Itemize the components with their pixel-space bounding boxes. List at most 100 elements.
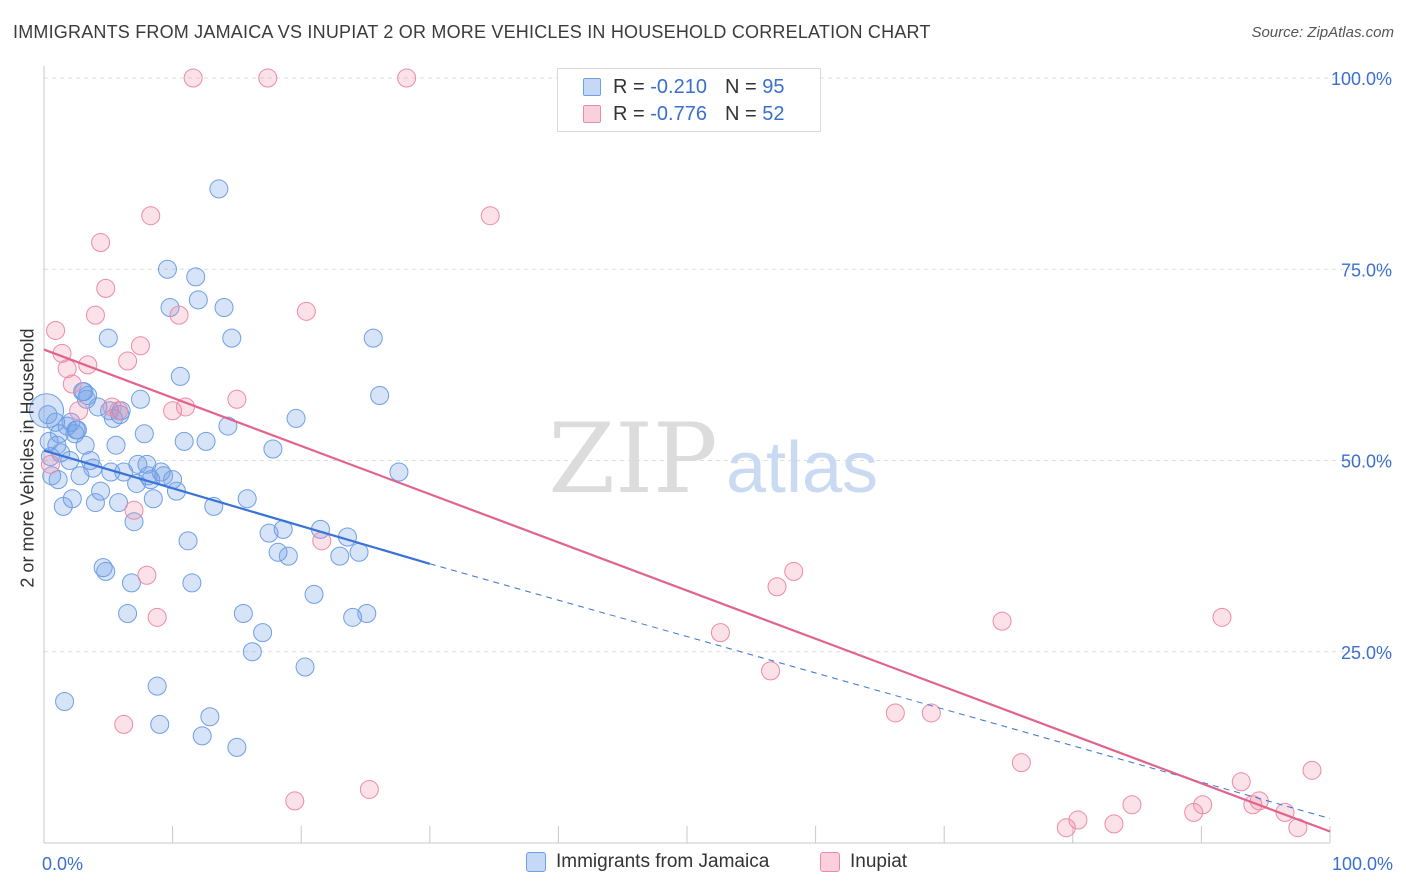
- data-points: [29, 68, 1322, 838]
- jamaica-point: [121, 573, 141, 593]
- inupiat-point: [124, 500, 144, 520]
- inupiat-point: [1068, 810, 1088, 830]
- y-axis-label: 2 or more Vehicles in Household: [17, 328, 38, 588]
- jamaica-point: [253, 623, 273, 643]
- y-tick-label: 75.0%: [1341, 260, 1392, 280]
- x-tick-label: 100.0%: [1332, 854, 1393, 874]
- jamaica-point: [96, 561, 116, 581]
- inupiat-point: [40, 454, 60, 474]
- x-tick-label: 0.0%: [42, 854, 83, 874]
- jamaica-point: [182, 573, 202, 593]
- jamaica-point: [304, 584, 324, 604]
- jamaica-point: [330, 546, 350, 566]
- jamaica-point: [389, 462, 409, 482]
- legend-row-inupiat: R = -0.776 N = 52: [583, 101, 784, 127]
- jamaica-point: [214, 298, 234, 317]
- inupiat-point: [137, 565, 157, 585]
- jamaica-trend-line: [43, 449, 431, 565]
- n-value: 52: [762, 102, 785, 125]
- n-value: 95: [762, 75, 785, 98]
- jamaica-point: [109, 493, 129, 513]
- inupiat-point: [296, 301, 316, 321]
- jamaica-point: [157, 259, 177, 279]
- inupiat-point: [397, 68, 417, 88]
- jamaica-point: [151, 462, 171, 482]
- jamaica-point: [259, 523, 279, 543]
- jamaica-trend-extension: [429, 563, 1331, 820]
- jamaica-point: [268, 542, 288, 562]
- inupiat-point: [183, 68, 203, 88]
- jamaica-point: [62, 489, 82, 509]
- inupiat-point: [1212, 607, 1232, 627]
- inupiat-point: [57, 359, 77, 379]
- legend-label-jamaica: Immigrants from Jamaica: [556, 851, 770, 872]
- jamaica-point: [286, 408, 306, 428]
- inupiat-point: [992, 611, 1012, 631]
- r-value: -0.776: [650, 102, 707, 125]
- jamaica-point: [118, 604, 138, 623]
- jamaica-point: [91, 481, 111, 501]
- jamaica-point: [106, 435, 126, 455]
- jamaica-point: [143, 489, 163, 509]
- jamaica-point: [98, 328, 118, 348]
- inupiat-point: [258, 68, 278, 88]
- inupiat-point: [1302, 760, 1322, 780]
- jamaica-point: [363, 328, 383, 348]
- legend-item-inupiat[interactable]: Inupiat: [820, 851, 907, 873]
- y-tick-label: 100.0%: [1331, 69, 1392, 89]
- jamaica-point: [192, 726, 212, 746]
- legend-swatch-inupiat: [583, 105, 601, 123]
- inupiat-point: [1104, 814, 1124, 834]
- legend-label-inupiat: Inupiat: [850, 851, 908, 872]
- jamaica-point: [186, 267, 206, 287]
- series-legend: Immigrants from Jamaica Inupiat: [0, 851, 1406, 879]
- inupiat-point: [784, 561, 804, 581]
- inupiat-point: [109, 401, 129, 421]
- inupiat-point: [359, 779, 379, 799]
- jamaica-point: [357, 604, 377, 623]
- legend-item-jamaica[interactable]: Immigrants from Jamaica: [526, 851, 769, 873]
- r-label: R =: [613, 102, 645, 125]
- jamaica-point: [242, 642, 262, 662]
- jamaica-point: [174, 431, 194, 451]
- inupiat-point: [1056, 818, 1076, 838]
- jamaica-point: [196, 431, 216, 451]
- jamaica-point: [278, 546, 298, 566]
- inupiat-point: [1231, 772, 1251, 792]
- inupiat-point: [1011, 753, 1031, 773]
- y-tick-label: 50.0%: [1341, 452, 1392, 472]
- inupiat-point: [46, 320, 66, 340]
- inupiat-point: [885, 703, 905, 723]
- legend-swatch-inupiat: [820, 852, 840, 872]
- jamaica-point: [150, 714, 170, 734]
- jamaica-point: [55, 691, 75, 711]
- inupiat-point: [169, 305, 189, 325]
- inupiat-point: [130, 336, 150, 356]
- gridlines: [44, 77, 1365, 653]
- inupiat-point: [767, 577, 787, 597]
- jamaica-point: [76, 389, 96, 409]
- legend-swatch-jamaica: [583, 78, 601, 96]
- inupiat-point: [118, 351, 138, 371]
- jamaica-point: [147, 676, 167, 696]
- jamaica-point: [218, 416, 238, 436]
- jamaica-point: [66, 420, 86, 440]
- trend-lines: [43, 348, 1331, 833]
- jamaica-point: [188, 290, 208, 310]
- n-label: N =: [724, 75, 757, 98]
- watermark: ZIP atlas: [548, 403, 878, 515]
- jamaica-point: [130, 389, 150, 409]
- y-tick-label: 25.0%: [1341, 643, 1392, 663]
- inupiat-point: [96, 278, 116, 298]
- jamaica-point: [75, 435, 95, 455]
- inupiat-point: [85, 305, 105, 325]
- inupiat-point: [227, 389, 247, 409]
- inupiat-point: [91, 232, 111, 252]
- jamaica-point: [39, 431, 59, 451]
- jamaica-point: [222, 328, 242, 348]
- jamaica-point: [134, 424, 154, 444]
- inupiat-point: [285, 791, 305, 811]
- inupiat-point: [1193, 795, 1213, 815]
- jamaica-point: [263, 439, 283, 459]
